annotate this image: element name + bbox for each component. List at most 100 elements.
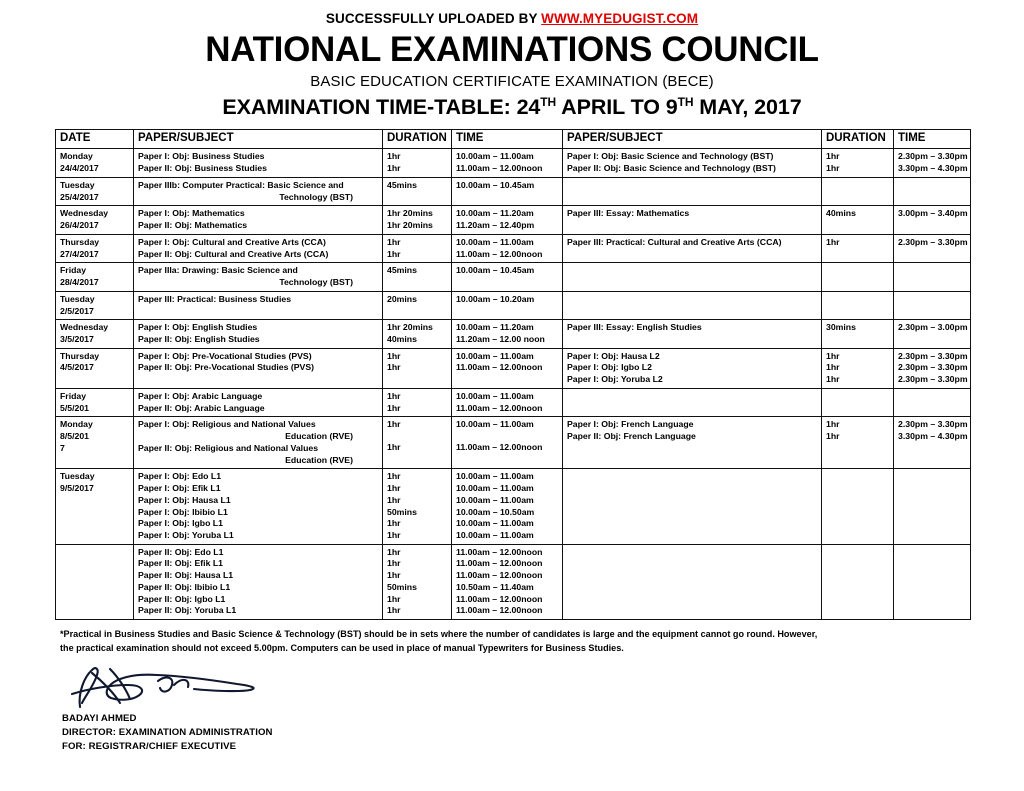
cell-afternoon-subject (562, 262, 822, 292)
morning-time-r8-1: 11.00am – 12.00noon (456, 402, 543, 413)
signature-block: BADAYI AHMED DIRECTOR: EXAMINATION ADMIN… (62, 663, 1024, 754)
morning-time-r9-2: 11.00am – 12.00noon (456, 442, 543, 453)
morning-duration-r11-5: 1hr (387, 605, 401, 616)
cell-morning-duration: 1hr 1hr (382, 387, 452, 418)
cell-morning-time: 10.00am – 11.00am 11.00am – 12.00noon (451, 416, 563, 470)
table-row: Thursday 27/4/2017 Paper I: Obj: Cultural … (55, 233, 971, 264)
cell-morning-duration: 1hr 1hr (382, 148, 452, 178)
cell-afternoon-duration (821, 262, 894, 292)
morning-time-r0-0: 10.00am – 11.00am (456, 151, 534, 162)
cell-morning-time: 10.00am – 11.00am 11.00am – 12.00noon (451, 347, 563, 389)
morning-time-r0-1: 11.00am – 12.00noon (456, 163, 543, 174)
morning-duration-r7-0: 1hr (387, 350, 401, 361)
column-header-5: DURATION (821, 128, 894, 150)
table-row: Tuesday 2/5/2017 Paper III: Practical: Bus… (55, 290, 971, 321)
afternoon-subject-r3-0: Paper III: Practical: Cultural and Creat… (567, 236, 782, 247)
morning-time-r10-4: 10.00am – 11.00am (456, 518, 534, 529)
table-header: DATE PAPER/SUBJECT DURATION TIME PAPER/SUBJE… (55, 128, 971, 150)
cell-morning-duration: 1hr 20mins 40mins (382, 319, 452, 349)
morning-subject-r11-1: Paper II: Obj: Efik L1 (138, 558, 223, 569)
morning-subject-r2-1: Paper II: Obj: Mathematics (138, 220, 248, 231)
date-line-r8-1: 5/5/201 (60, 402, 89, 413)
footnote: *Practical in Business Studies and Basic… (60, 627, 970, 655)
morning-time-r11-1: 11.00am – 12.00noon (456, 558, 543, 569)
date-line-r1-1: 25/4/2017 (60, 191, 99, 202)
morning-time-r10-3: 10.00am – 10.50am (456, 506, 535, 517)
upload-banner: SUCCESSFULLY UPLOADED BY WWW.MYEDUGIST.C… (0, 0, 1024, 26)
exam-timetable: DATE PAPER/SUBJECT DURATION TIME PAPER/SUBJE… (55, 128, 971, 621)
cell-afternoon-duration (821, 468, 894, 545)
cell-afternoon-time (893, 290, 971, 321)
morning-duration-r3-0: 1hr (387, 236, 401, 247)
cell-morning-time: 10.00am – 11.00am 11.00am – 12.00noon (451, 148, 563, 178)
morning-duration-r5-0: 20mins (387, 293, 417, 304)
date-line-r10-1: 9/5/2017 (60, 483, 94, 494)
cell-afternoon-duration: 1hr 1hr (821, 148, 894, 178)
cell-morning-subject: Paper IIIb: Computer Practical: Basic Sc… (133, 176, 383, 207)
morning-subject-r7-0: Paper I: Obj: Pre-Vocational Studies (PV… (138, 350, 312, 361)
afternoon-subject-r0-0: Paper I: Obj: Basic Science and Technolo… (567, 151, 774, 162)
cell-morning-duration: 1hr 1hr (382, 347, 452, 389)
cell-afternoon-subject: Paper III: Essay: Mathematics (562, 205, 822, 235)
column-header-3: TIME (451, 128, 563, 150)
cell-morning-subject: Paper I: Obj: Religious and National Val… (133, 416, 383, 470)
banner-prefix-text: SUCCESSFULLY UPLOADED BY (325, 11, 542, 26)
afternoon-duration-r3-0: 1hr (826, 236, 840, 247)
cell-morning-duration: 45mins (382, 262, 452, 292)
myedugist-link[interactable]: WWW.MYEDUGIST.COM (541, 11, 699, 26)
morning-time-r3-0: 10.00am – 11.00am (456, 236, 534, 247)
cell-afternoon-time: 2.30pm – 3.30pm 2.30pm – 3.30pm 2.30pm – 3… (893, 347, 971, 389)
morning-time-r10-5: 10.00am – 11.00am (456, 529, 534, 540)
morning-duration-r0-1: 1hr (387, 163, 401, 174)
morning-time-r7-0: 10.00am – 11.00am (456, 350, 534, 361)
signatory-details: BADAYI AHMED DIRECTOR: EXAMINATION ADMIN… (62, 712, 1024, 754)
footnote-line-1: *Practical in Business Studies and Basic… (60, 629, 818, 640)
date-line-r1-0: Tuesday (60, 179, 95, 190)
morning-duration-r2-1: 1hr 20mins (387, 220, 433, 231)
cell-date: Thursday 27/4/2017 (55, 233, 134, 264)
morning-subject-r6-1: Paper II: Obj: English Studies (138, 333, 260, 344)
morning-duration-r0-0: 1hr (387, 151, 401, 162)
footnote-line-2: the practical examination should not exc… (60, 643, 624, 654)
morning-subject-r2-0: Paper I: Obj: Mathematics (138, 208, 245, 219)
cell-afternoon-subject: Paper III: Practical: Cultural and Creat… (562, 233, 822, 264)
cell-afternoon-time: 2.30pm – 3.30pm 3.30pm – 4.30pm (893, 148, 971, 178)
table-row: Tuesday 25/4/2017 Paper IIIb: Computer Pra… (55, 176, 971, 207)
afternoon-duration-r7-1: 1hr (826, 362, 840, 373)
cell-date: Wednesday 26/4/2017 (55, 205, 134, 235)
date-line-r5-0: Tuesday (60, 293, 95, 304)
morning-subject-r11-5: Paper II: Obj: Yoruba L1 (138, 605, 237, 616)
cell-afternoon-subject: Paper I: Obj: French Language Paper II: O… (562, 416, 822, 470)
afternoon-subject-r0-1: Paper II: Obj: Basic Science and Technol… (567, 163, 776, 174)
morning-duration-r10-5: 1hr (387, 529, 401, 540)
table-row: Wednesday 3/5/2017 Paper I: Obj: English S… (55, 319, 971, 349)
column-header-0: DATE (55, 128, 134, 150)
afternoon-subject-r7-2: Paper I: Obj: Yoruba L2 (567, 374, 663, 385)
morning-subject-r3-0: Paper I: Obj: Cultural and Creative Arts… (138, 236, 326, 247)
cell-afternoon-subject: Paper I: Obj: Basic Science and Technolo… (562, 148, 822, 178)
cell-afternoon-time: 3.00pm – 3.40pm (893, 205, 971, 235)
cell-morning-time: 10.00am – 11.00am 11.00am – 12.00noon (451, 233, 563, 264)
morning-time-r8-0: 10.00am – 11.00am (456, 390, 534, 401)
date-line-r3-0: Thursday (60, 236, 100, 247)
cell-afternoon-time (893, 387, 971, 418)
cell-date: Tuesday 25/4/2017 (55, 176, 134, 207)
morning-subject-r4-1: Technology (BST) (279, 277, 353, 288)
cell-morning-time: 10.00am – 11.00am 10.00am – 11.00am 10.00a… (451, 468, 563, 545)
cell-date: Monday 24/4/2017 (55, 148, 134, 178)
morning-time-r10-1: 10.00am – 11.00am (456, 483, 534, 494)
date-line-r0-1: 24/4/2017 (60, 163, 99, 174)
cell-morning-time: 10.00am – 11.20am 11.20am – 12.40pm (451, 205, 563, 235)
cell-date: Tuesday 9/5/2017 (55, 468, 134, 545)
cell-morning-subject: Paper I: Obj: English Studies Paper II: O… (133, 319, 383, 349)
morning-duration-r8-0: 1hr (387, 390, 401, 401)
morning-duration-r11-4: 1hr (387, 593, 401, 604)
morning-subject-r11-2: Paper II: Obj: Hausa L1 (138, 570, 234, 581)
morning-subject-r10-5: Paper I: Obj: Yoruba L1 (138, 529, 234, 540)
date-line-r9-0: Monday (60, 419, 93, 430)
table-row: Monday 24/4/2017 Paper I: Obj: Business St… (55, 148, 971, 178)
cell-date: Tuesday 2/5/2017 (55, 290, 134, 321)
afternoon-time-r9-1: 3.30pm – 4.30pm (898, 431, 968, 442)
morning-duration-r10-4: 1hr (387, 518, 401, 529)
